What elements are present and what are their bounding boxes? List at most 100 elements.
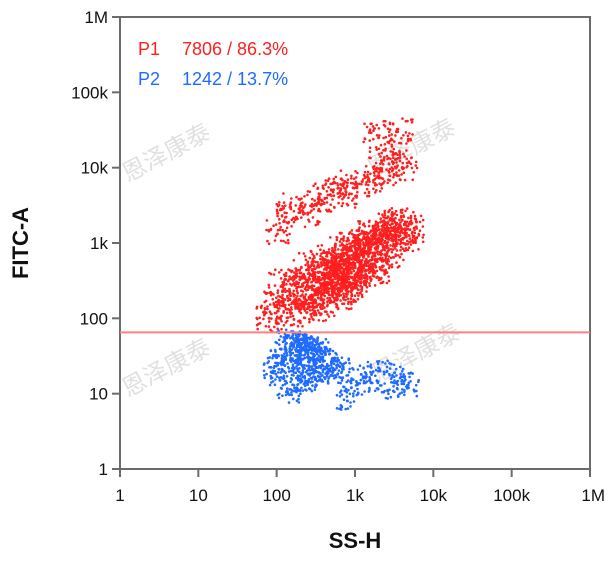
p2-density-dot (369, 370, 372, 374)
p2-density-dot (289, 354, 292, 357)
p2-density-dot (334, 368, 337, 372)
p1-density-dot (380, 183, 383, 187)
p1-density-dot (364, 231, 368, 234)
p2-density-dot (281, 359, 284, 363)
p1-density-dot (344, 181, 348, 184)
p2-density-dot (342, 385, 345, 389)
p1-density-dot (325, 310, 328, 314)
p1-density-dot (298, 268, 302, 272)
p1-density-dot (404, 228, 408, 232)
p1-density-dot (316, 186, 320, 190)
p1-density-dot (350, 177, 353, 180)
p2-density-dot (394, 367, 398, 371)
p1-density-dot (359, 251, 362, 254)
p1-density-dot (320, 304, 323, 307)
p2-density-dot (308, 348, 312, 351)
p1-density-dot (333, 273, 336, 276)
p1-density-dot (368, 232, 371, 235)
p1-density-dot (376, 222, 380, 225)
p1-density-dot (344, 284, 348, 288)
p1-density-dot (342, 294, 346, 298)
p1-density-dot (375, 176, 379, 179)
p2-density-dot (413, 389, 417, 393)
p1-density-dot (325, 190, 329, 193)
p1-density-dot (295, 303, 299, 306)
p1-density-dot (365, 261, 369, 264)
p1-density-dot (268, 320, 271, 323)
p1-point (373, 258, 377, 262)
p2-density-dot (303, 364, 306, 367)
p2-density-dot (363, 390, 366, 393)
p1-density-dot (405, 157, 409, 161)
p1-density-dot (392, 147, 396, 151)
p1-density-dot (412, 226, 416, 230)
p1-density-dot (310, 298, 314, 301)
p2-density-dot (280, 367, 284, 371)
p1-density-dot (297, 207, 301, 211)
p1-density-dot (354, 275, 358, 279)
p1-density-dot (374, 230, 378, 233)
p2-density-dot (349, 405, 352, 408)
p1-density-dot (387, 247, 390, 250)
p2-point (275, 356, 279, 360)
p1-point (278, 228, 282, 232)
p1-density-dot (374, 191, 377, 194)
p1-density-dot (345, 245, 349, 249)
p1-density-dot (372, 275, 376, 278)
p2-density-dot (285, 375, 289, 378)
p2-density-dot (275, 341, 279, 345)
p1-density-dot (279, 239, 283, 243)
p1-density-dot (322, 268, 326, 271)
p2-density-dot (408, 375, 411, 379)
p2-density-dot (335, 364, 338, 367)
p1-density-dot (296, 281, 299, 285)
p1-point (400, 166, 404, 170)
p1-density-dot (390, 211, 394, 214)
p1-density-dot (378, 190, 382, 193)
p2-density-dot (345, 395, 349, 398)
p1-density-dot (384, 135, 388, 139)
p2-point (302, 366, 305, 370)
p1-density-dot (339, 192, 342, 195)
p1-density-dot (421, 225, 425, 228)
p2-density-dot (386, 359, 389, 363)
p1-density-dot (377, 177, 381, 180)
p1-density-dot (263, 312, 267, 316)
p1-density-dot (408, 237, 412, 240)
p1-density-dot (330, 256, 334, 260)
p2-density-dot (346, 374, 350, 377)
p1-density-dot (399, 241, 403, 245)
p2-density-dot (305, 364, 309, 368)
p1-point (329, 188, 333, 192)
p1-density-dot (380, 176, 383, 180)
p1-density-dot (311, 216, 315, 219)
p2-density-dot (380, 384, 383, 387)
p1-density-dot (406, 119, 409, 123)
p2-point (312, 360, 316, 364)
p2-density-dot (310, 349, 314, 352)
p1-density-dot (356, 236, 360, 239)
p1-density-dot (301, 283, 304, 286)
p2-density-dot (291, 358, 294, 362)
p1-density-dot (375, 148, 379, 151)
p1-density-dot (382, 264, 385, 268)
p1-density-dot (379, 143, 383, 147)
p2-density-dot (283, 339, 287, 343)
p1-density-dot (337, 282, 340, 285)
p1-density-dot (328, 281, 331, 285)
p1-density-dot (378, 231, 381, 235)
p1-density-dot (372, 137, 375, 141)
p1-density-dot (319, 202, 323, 206)
p2-density-dot (340, 393, 344, 396)
p1-density-dot (320, 244, 324, 247)
p2-density-dot (265, 372, 268, 376)
p1-density-dot (368, 139, 372, 142)
p1-density-dot (402, 152, 405, 156)
p1-density-dot (319, 295, 323, 298)
p2-density-dot (277, 354, 281, 358)
p1-density-dot (360, 268, 364, 271)
p1-density-dot (398, 223, 401, 226)
p1-density-dot (405, 239, 409, 243)
p2-density-dot (306, 360, 310, 364)
p1-density-dot (361, 178, 365, 181)
